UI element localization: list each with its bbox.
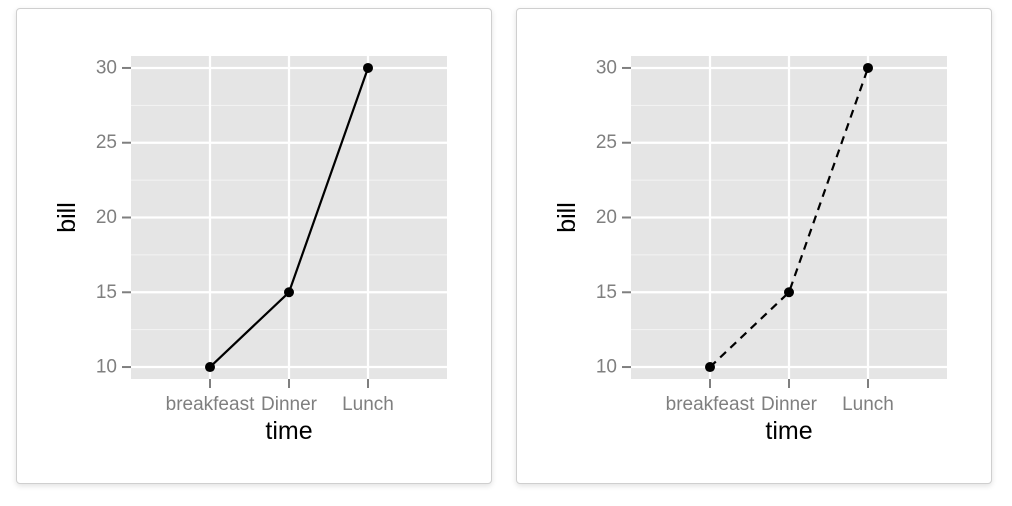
line-chart-dashed: 10 15 20 25 30 breakfeast Dinner Lunch time bi…: [553, 56, 947, 445]
x-tick-labels: breakfeast Dinner Lunch: [666, 394, 894, 415]
data-point: [205, 362, 215, 373]
data-point: [363, 62, 373, 73]
major-grid-lines: [631, 56, 947, 379]
y-axis-title: bill: [53, 202, 81, 233]
x-tick-label: breakfeast: [666, 394, 755, 415]
line-chart-solid: 10 15 20 25 30 breakfeast Dinner Lunch time bi…: [53, 56, 447, 445]
axis-ticks: [122, 66, 369, 388]
y-tick-label: 25: [96, 132, 117, 153]
x-tick-label: breakfeast: [166, 394, 255, 415]
x-tick-label: Dinner: [761, 394, 818, 415]
y-tick-label: 15: [96, 282, 117, 303]
x-tick-label: Dinner: [261, 394, 318, 415]
y-tick-label: 20: [596, 207, 617, 228]
y-tick-label: 25: [596, 132, 617, 153]
y-tick-label: 10: [596, 357, 617, 378]
y-tick-label: 20: [96, 207, 117, 228]
x-tick-label: Lunch: [842, 394, 894, 415]
data-point: [284, 287, 294, 298]
y-tick-labels: 10 15 20 25 30: [596, 57, 617, 377]
y-tick-label: 10: [96, 357, 117, 378]
y-tick-label: 30: [96, 57, 117, 78]
y-axis-title: bill: [553, 202, 581, 233]
y-tick-labels: 10 15 20 25 30: [96, 57, 117, 377]
data-series: [205, 62, 373, 373]
data-point: [784, 287, 794, 298]
y-tick-label: 30: [596, 57, 617, 78]
y-tick-label: 15: [596, 282, 617, 303]
chart-panel-dashed: 10 15 20 25 30 breakfeast Dinner Lunch time bi…: [516, 8, 992, 484]
chart-panel-solid: 10 15 20 25 30 breakfeast Dinner Lunch time bi…: [16, 8, 492, 484]
x-tick-label: Lunch: [342, 394, 394, 415]
data-point: [863, 62, 873, 73]
data-point: [705, 362, 715, 373]
x-axis-title: time: [765, 417, 812, 445]
series-line: [709, 67, 870, 368]
x-axis-title: time: [265, 417, 312, 445]
data-series: [705, 62, 873, 373]
axis-ticks: [622, 66, 869, 388]
x-tick-labels: breakfeast Dinner Lunch: [166, 394, 394, 415]
